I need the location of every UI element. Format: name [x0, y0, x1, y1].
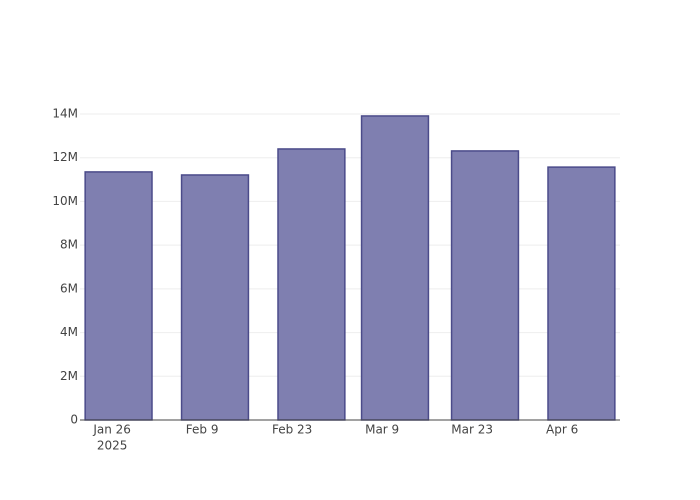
y-tick-label: 14M	[52, 106, 78, 120]
bar	[450, 150, 520, 421]
bar	[180, 174, 250, 421]
y-tick-label: 6M	[60, 281, 78, 295]
y-tick-label: 2M	[60, 369, 78, 383]
x-tick-label: Apr 6	[546, 423, 578, 437]
x-tick-label: Mar 9	[365, 423, 399, 437]
x-tick-label: Feb 23	[272, 423, 312, 437]
x-tick-label: 2025	[97, 439, 128, 453]
y-tick-label: 10M	[52, 194, 78, 208]
y-tick-label: 8M	[60, 238, 78, 252]
bar	[277, 148, 346, 421]
y-tick-label: 4M	[60, 325, 78, 339]
bar	[547, 166, 616, 421]
x-tick-label: Feb 9	[186, 423, 219, 437]
y-tick-label: 0	[70, 413, 78, 427]
x-tick-label: Jan 26	[92, 423, 131, 437]
x-tick-label: Mar 23	[451, 423, 493, 437]
bar	[360, 115, 430, 421]
y-tick-label: 12M	[52, 150, 78, 164]
bar	[84, 171, 153, 421]
